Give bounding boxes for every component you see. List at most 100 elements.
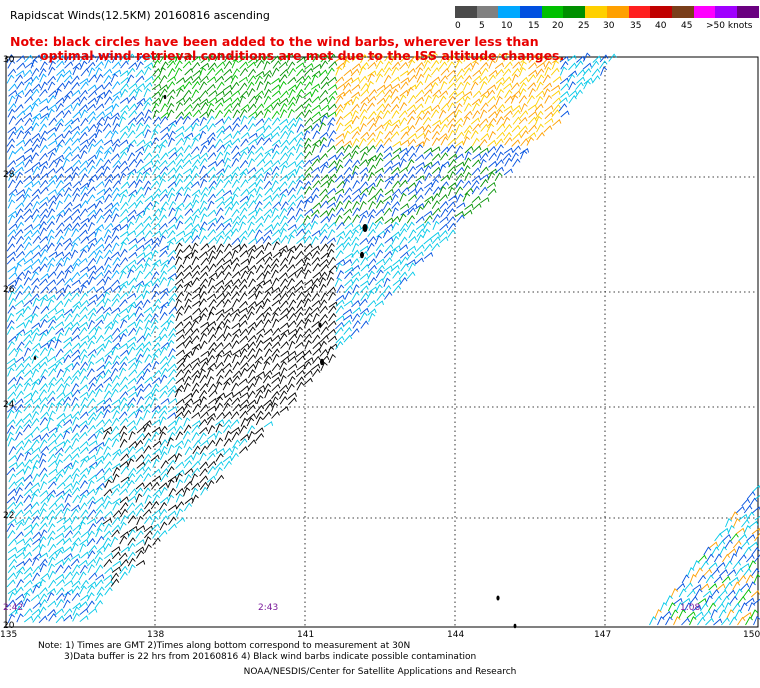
wind-barb bbox=[104, 146, 113, 155]
wind-barb bbox=[128, 564, 136, 574]
wind-barb bbox=[264, 224, 274, 231]
wind-barb bbox=[753, 598, 760, 605]
wind-barb bbox=[120, 546, 130, 553]
wind-barb bbox=[79, 480, 88, 489]
wind-barb bbox=[312, 117, 322, 125]
wind-barb bbox=[127, 458, 135, 468]
wind-barb bbox=[280, 130, 289, 140]
wind-barb bbox=[39, 278, 48, 286]
wind-barb bbox=[167, 431, 176, 442]
wind-barb bbox=[375, 269, 384, 279]
wind-barb bbox=[23, 147, 34, 154]
wind-barb bbox=[120, 402, 129, 412]
wind-barb bbox=[495, 52, 504, 63]
wind-barb bbox=[247, 144, 256, 154]
wind-barb bbox=[94, 388, 103, 398]
wind-barb bbox=[159, 390, 168, 399]
wind-barb bbox=[303, 137, 312, 147]
wind-barb bbox=[166, 89, 176, 97]
wind-barb bbox=[159, 245, 169, 252]
wind-barb bbox=[214, 396, 224, 405]
wind-barb bbox=[136, 166, 146, 174]
wind-barb bbox=[87, 585, 95, 594]
wind-barb bbox=[120, 83, 129, 91]
wind-barb bbox=[63, 146, 72, 155]
wind-barb bbox=[272, 306, 281, 315]
wind-barb bbox=[63, 546, 73, 553]
wind-barb bbox=[94, 271, 104, 280]
wind-barb bbox=[192, 75, 202, 84]
wind-barb bbox=[255, 290, 263, 300]
wind-barb bbox=[511, 82, 520, 91]
wind-barb bbox=[111, 524, 121, 533]
wind-barb bbox=[207, 285, 216, 294]
wind-barb bbox=[183, 280, 193, 287]
wind-barb bbox=[110, 153, 120, 161]
wind-barb bbox=[423, 200, 432, 209]
wind-barb bbox=[215, 75, 225, 84]
wind-barb bbox=[94, 227, 102, 238]
wind-barb bbox=[96, 299, 105, 308]
wind-barb bbox=[30, 465, 39, 475]
wind-barb bbox=[14, 383, 23, 392]
wind-barb bbox=[151, 271, 160, 280]
wind-barb bbox=[79, 585, 87, 595]
wind-barb bbox=[471, 195, 481, 203]
wind-barb bbox=[22, 305, 31, 315]
wind-barb bbox=[232, 403, 242, 412]
wind-barb bbox=[215, 195, 225, 203]
wind-barb bbox=[247, 305, 256, 315]
wind-barb bbox=[7, 68, 17, 77]
wind-barb bbox=[399, 70, 410, 77]
wind-barb bbox=[376, 68, 385, 77]
wind-barb bbox=[304, 208, 314, 216]
wind-barb bbox=[95, 319, 104, 328]
wind-barb bbox=[424, 82, 433, 90]
wind-barb bbox=[104, 276, 112, 286]
wind-barb bbox=[103, 139, 113, 146]
wind-barb bbox=[175, 237, 185, 245]
wind-barb bbox=[119, 299, 128, 307]
wind-barb bbox=[488, 59, 496, 69]
wind-barb bbox=[504, 95, 514, 104]
wind-barb bbox=[406, 215, 415, 224]
wind-barb bbox=[40, 81, 48, 91]
wind-barb bbox=[495, 138, 504, 147]
wind-barb bbox=[191, 80, 201, 90]
wind-barb bbox=[296, 68, 305, 77]
wind-barb bbox=[280, 322, 290, 330]
wind-barb bbox=[231, 179, 240, 188]
wind-barb bbox=[240, 354, 249, 364]
wind-barb bbox=[351, 63, 361, 70]
wind-barb bbox=[705, 574, 714, 584]
wind-barb bbox=[120, 208, 129, 217]
wind-barb bbox=[382, 285, 392, 294]
wind-barb bbox=[262, 152, 272, 161]
wind-barb bbox=[735, 505, 745, 514]
wind-barb bbox=[231, 340, 240, 349]
wind-barb bbox=[558, 97, 568, 105]
wind-barb bbox=[288, 67, 296, 77]
wind-barb bbox=[104, 586, 113, 596]
wind-barb bbox=[254, 110, 264, 119]
wind-barb bbox=[191, 420, 202, 427]
wind-barb bbox=[167, 60, 176, 69]
wind-barb bbox=[40, 297, 48, 307]
wind-barb bbox=[455, 161, 465, 168]
wind-barb bbox=[31, 322, 41, 329]
wind-barb bbox=[135, 539, 145, 546]
wind-barb bbox=[7, 126, 17, 134]
wind-barb bbox=[207, 432, 217, 440]
wind-barb bbox=[143, 144, 152, 154]
wind-barb bbox=[94, 383, 104, 391]
wind-barb bbox=[167, 412, 177, 419]
wind-barb bbox=[519, 147, 530, 155]
wind-barb bbox=[103, 488, 113, 497]
wind-barb bbox=[222, 258, 233, 266]
wind-barb bbox=[280, 201, 289, 210]
wind-barb bbox=[423, 165, 432, 174]
wind-barb bbox=[47, 608, 57, 617]
wind-barb bbox=[198, 418, 208, 427]
wind-barb bbox=[167, 420, 177, 428]
wind-barb bbox=[399, 117, 408, 127]
